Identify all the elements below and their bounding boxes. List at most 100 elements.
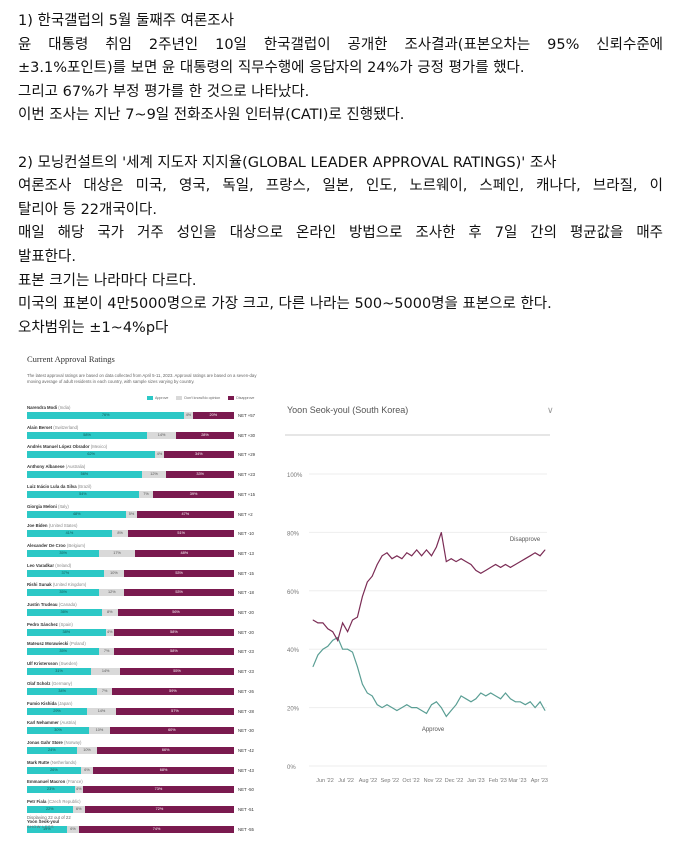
net-value: NET -50 <box>238 787 254 793</box>
approve-segment: 48% <box>27 510 127 518</box>
text-line: 1) 한국갤럽의 5월 둘째주 여론조사 <box>18 13 234 29</box>
chevron-down-icon[interactable]: ∨ <box>547 406 554 416</box>
data-point-disapprove <box>544 549 546 551</box>
leader-name: Anthony Albanese (Australia) <box>27 464 86 470</box>
data-point-disapprove <box>534 552 536 554</box>
data-point-approve <box>529 701 531 703</box>
data-point-disapprove <box>396 555 398 557</box>
series-line-approve <box>312 636 546 718</box>
data-point-approve <box>332 640 334 641</box>
data-point-approve <box>421 710 422 711</box>
data-point-approve <box>510 698 511 700</box>
leader-row: Giorgia Meloni (Italy) 48% 5% 47% NET +2 <box>27 503 267 522</box>
net-value: NET -10 <box>238 531 254 537</box>
data-point-disapprove <box>401 558 403 560</box>
text-line: 윤 대통령 취임 2주년인 10일 한국갤럽이 공개한 조사결과(표본오차는 9… <box>18 36 663 53</box>
leader-row: Joe Biden (United States) 41% 8% 51% NET… <box>27 522 267 541</box>
data-point-disapprove <box>391 558 393 560</box>
data-point-disapprove <box>495 564 497 565</box>
text-line: 그리고 67%가 부정 평가를 한 것으로 나타났다. <box>18 83 310 100</box>
show-less-button[interactable]: SHOW LESS ▲ <box>27 825 60 829</box>
data-point-disapprove <box>470 564 472 565</box>
stacked-bar: 35% 17% 48% <box>27 549 234 557</box>
neutral-segment: 4% <box>74 786 83 794</box>
data-point-disapprove <box>539 555 541 557</box>
x-tick-label: Oct '22 <box>402 778 419 784</box>
leader-row: Mateusz Morawiecki (Poland) 35% 7% 58% N… <box>27 640 267 659</box>
data-point-disapprove <box>386 552 388 554</box>
approve-segment: 30% <box>27 727 90 735</box>
approve-segment: 62% <box>27 451 156 459</box>
data-point-approve <box>352 651 353 653</box>
y-tick-label: 60% <box>287 590 300 596</box>
disapprove-segment: 66% <box>97 746 234 754</box>
x-tick-label: Jan '23 <box>467 778 485 784</box>
data-point-approve <box>505 692 506 694</box>
data-point-disapprove <box>337 640 339 641</box>
disapprove-segment: 33% <box>166 471 234 479</box>
series-label-disapprove: Disapprove <box>510 537 541 543</box>
data-point-approve <box>381 707 383 708</box>
legend-approve: Approve <box>147 396 168 401</box>
data-point-disapprove <box>524 558 526 560</box>
approve-segment: 29% <box>27 707 88 715</box>
leader-name: Alain Berset (Switzerland) <box>27 424 79 430</box>
approve-segment: 38% <box>27 628 106 636</box>
data-point-disapprove <box>455 561 457 562</box>
data-point-approve <box>411 707 413 708</box>
data-point-approve <box>322 648 324 650</box>
leader-row: Olaf Scholz (Germany) 34% 7% 59% NET -26 <box>27 680 267 699</box>
x-tick-label: Apr '23 <box>531 778 548 784</box>
neutral-segment: 7% <box>99 648 114 656</box>
leader-name: Karl Nehammer (Austria) <box>27 720 77 726</box>
data-point-approve <box>485 695 487 697</box>
leader-name: Ulf Kristersson (Sweden) <box>27 661 78 667</box>
text-line: 매일 해당 국가 거주 성인을 대상으로 온라인 방법으로 조사한 후 7일 간… <box>18 225 663 242</box>
blank-line <box>18 128 663 152</box>
data-point-approve <box>544 710 546 711</box>
data-point-approve <box>426 713 427 714</box>
net-value: NET -18 <box>238 590 254 596</box>
net-value: NET -51 <box>238 807 254 812</box>
series-label-approve: Approve <box>422 727 445 733</box>
stacked-bar: 19% 6% 74% <box>27 825 234 833</box>
data-point-disapprove <box>312 619 314 621</box>
leader-name: Mateusz Morawiecki (Poland) <box>27 641 86 647</box>
leader-name: Jonas Gahr Støre (Norway) <box>27 739 82 745</box>
data-point-disapprove <box>505 564 506 565</box>
data-point-disapprove <box>431 555 432 557</box>
stacked-bar: 48% 5% 47% <box>27 510 234 518</box>
neutral-segment: 14% <box>87 707 116 715</box>
neutral-segment: 8% <box>111 530 129 538</box>
data-point-approve <box>327 645 329 647</box>
net-value: NET -28 <box>238 708 254 714</box>
leader-name: Alexander De Croo (Belgium) <box>27 542 86 548</box>
net-value: NET -42 <box>238 747 254 753</box>
leader-row: Petr Fiala (Czech Republic) 22% 6% 72% N… <box>27 798 267 817</box>
stacked-bar: 31% 14% 55% <box>27 668 234 676</box>
data-point-disapprove <box>357 616 358 618</box>
net-value: NET +30 <box>238 432 255 438</box>
leader-name: Joe Biden (United States) <box>27 523 78 529</box>
data-point-disapprove <box>371 575 373 577</box>
stacked-bar: 35% 7% 58% <box>27 648 234 656</box>
leader-row: Alexander De Croo (Belgium) 35% 17% 48% … <box>27 542 267 561</box>
x-tick-label: Jun '22 <box>316 778 334 784</box>
data-point-approve <box>455 704 457 706</box>
data-point-disapprove <box>411 555 413 557</box>
legend-neutral: Don't know/No opinion <box>176 396 220 401</box>
stacked-bar: 23% 4% 73% <box>27 786 234 794</box>
neutral-segment: 14% <box>91 668 121 676</box>
neutral-segment: 5% <box>126 510 137 518</box>
chart-title: Current Approval Ratings <box>27 354 115 364</box>
data-point-approve <box>539 701 541 703</box>
stacked-bar: 30% 10% 60% <box>27 727 234 735</box>
neutral-segment: 6% <box>72 806 85 813</box>
leader-name: Giorgia Meloni (Italy) <box>27 503 69 509</box>
text-line: 2) 모닝컨설트의 '세계 지도자 지지율(GLOBAL LEADER APPR… <box>18 154 557 171</box>
y-tick-label: 40% <box>287 648 300 654</box>
displaying-count: Displaying 22 out of 22 <box>27 815 71 820</box>
disapprove-segment: 20% <box>192 412 234 419</box>
approve-segment: 35% <box>27 648 100 656</box>
disapprove-segment: 72% <box>84 806 234 813</box>
